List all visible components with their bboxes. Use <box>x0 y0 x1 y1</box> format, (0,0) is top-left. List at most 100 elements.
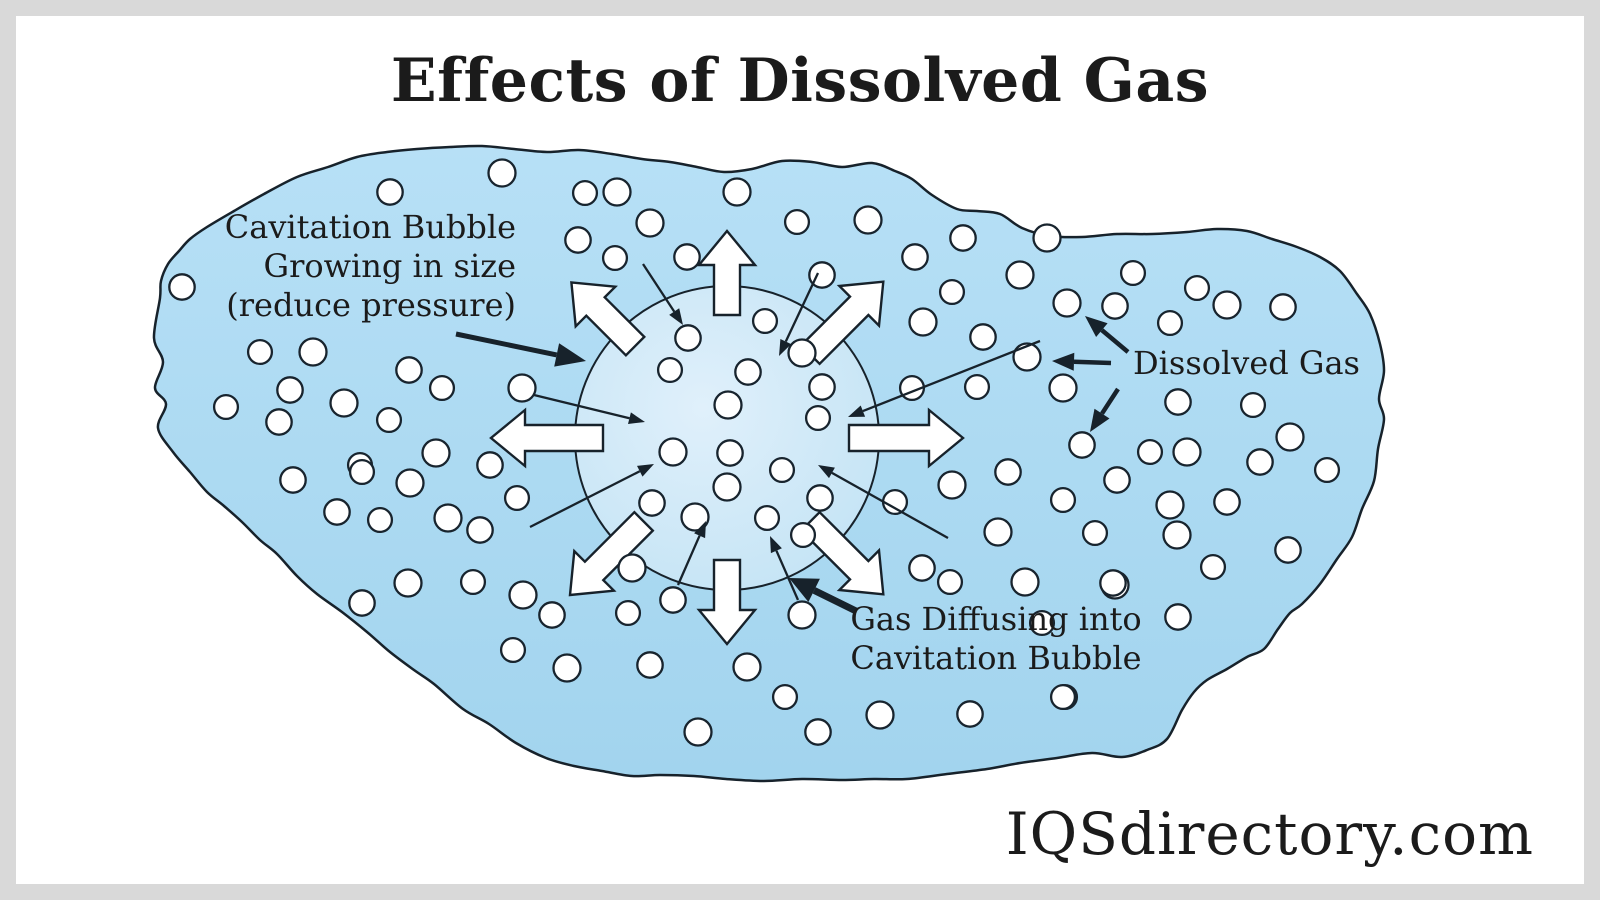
gas-bubble <box>865 700 895 730</box>
gas-bubble <box>298 337 328 367</box>
gas-bubble <box>804 718 832 746</box>
gas-bubble <box>908 554 936 582</box>
gas-bubble <box>1313 456 1341 484</box>
gas-bubble <box>265 408 293 436</box>
gas-bubble <box>552 653 582 683</box>
gas-bubble <box>503 484 531 512</box>
gas-bubble <box>1155 490 1185 520</box>
gas-bubble <box>395 356 423 384</box>
gas-bubble <box>395 468 425 498</box>
arrow-shaft <box>529 470 641 529</box>
arrow-shaft <box>1100 387 1120 415</box>
gas-bubble <box>658 437 688 467</box>
gas-bubble <box>732 652 762 682</box>
gas-bubble <box>168 273 196 301</box>
gas-bubble <box>1032 223 1062 253</box>
gas-bubble <box>1103 466 1131 494</box>
gas-bubble <box>751 307 779 335</box>
growth-arrow <box>489 407 605 469</box>
gas-bubble <box>487 158 517 188</box>
gas-bubble <box>1213 488 1241 516</box>
arrow-shaft <box>831 471 949 540</box>
gas-bubble <box>466 516 494 544</box>
gas-bubble <box>949 224 977 252</box>
gas-bubble <box>636 651 664 679</box>
gas-bubble <box>804 404 832 432</box>
growth-arrow <box>696 229 758 317</box>
gas-bubble <box>1269 293 1297 321</box>
gas-bubble <box>433 503 463 533</box>
gas-bubble <box>683 717 713 747</box>
gas-bubble <box>476 451 504 479</box>
arrow-head <box>1052 352 1075 371</box>
arrow-shaft <box>1100 328 1130 354</box>
growth-arrow <box>696 558 758 646</box>
gas-bubble <box>499 636 527 664</box>
arrow-shaft <box>642 263 676 313</box>
gas-bubble <box>1099 569 1127 597</box>
page-title: Effects of Dissolved Gas <box>390 46 1210 116</box>
gas-bubble <box>908 307 938 337</box>
gas-bubbles <box>168 158 1341 747</box>
arrow-shaft <box>862 339 1041 413</box>
gas-bubble <box>1048 373 1078 403</box>
label-line: Growing in size <box>263 247 516 285</box>
gas-bubble <box>375 406 403 434</box>
gas-bubble <box>771 683 799 711</box>
gas-bubble <box>348 458 376 486</box>
gas-bubble <box>656 356 684 384</box>
label-line: Cavitation Bubble <box>224 208 516 246</box>
gas-bubble <box>601 244 629 272</box>
gas-bubble <box>421 438 451 468</box>
gas-bubble <box>983 517 1013 547</box>
gas-bubble <box>1101 292 1129 320</box>
gas-bubble <box>279 466 307 494</box>
gas-bubble <box>753 504 781 532</box>
gas-bubble <box>508 580 538 610</box>
label-line: Cavitation Bubble <box>850 639 1142 677</box>
gas-bubble <box>1183 274 1211 302</box>
arrow-head <box>628 412 645 424</box>
gas-bubble <box>1246 448 1274 476</box>
arrow-head <box>1090 408 1110 432</box>
label-line: Gas Diffusing into <box>850 600 1142 638</box>
gas-bubble <box>1275 422 1305 452</box>
gas-bubble <box>938 278 966 306</box>
growth-arrow <box>799 280 885 366</box>
label-line: (reduce pressure) <box>226 286 516 324</box>
gas-bubble <box>734 358 762 386</box>
gas-bubble <box>1239 391 1267 419</box>
gas-bubble <box>1049 683 1077 711</box>
arrow-shaft <box>775 550 800 601</box>
growth-arrows <box>489 229 965 646</box>
arrow-shaft <box>1073 359 1112 366</box>
gas-bubble <box>808 373 836 401</box>
watermark-text: IQSdirectory.com <box>1005 800 1534 868</box>
gas-bubble <box>638 489 666 517</box>
gas-bubble <box>329 388 359 418</box>
gas-bubble <box>722 177 752 207</box>
gas-bubble <box>564 226 592 254</box>
gas-bubble <box>1199 553 1227 581</box>
gas-bubble <box>1049 486 1077 514</box>
gas-bubble <box>956 700 984 728</box>
diffusion-arrows <box>529 263 1041 601</box>
gas-bubble <box>659 586 687 614</box>
gas-bubble <box>393 568 423 598</box>
arrow-shaft <box>784 272 820 343</box>
arrow-head <box>848 405 866 417</box>
gas-bubble <box>276 376 304 404</box>
gas-bubble <box>787 338 817 368</box>
arrow-head <box>554 343 586 367</box>
gas-bubble <box>614 599 642 627</box>
gas-bubble <box>901 243 929 271</box>
gas-bubble <box>963 373 991 401</box>
annotation-arrows <box>455 316 1130 615</box>
gas-bubble <box>808 261 836 289</box>
gas-bubble <box>1052 288 1082 318</box>
arrow-shaft <box>676 535 701 586</box>
gas-bubble <box>459 568 487 596</box>
gas-bubble <box>1136 438 1164 466</box>
